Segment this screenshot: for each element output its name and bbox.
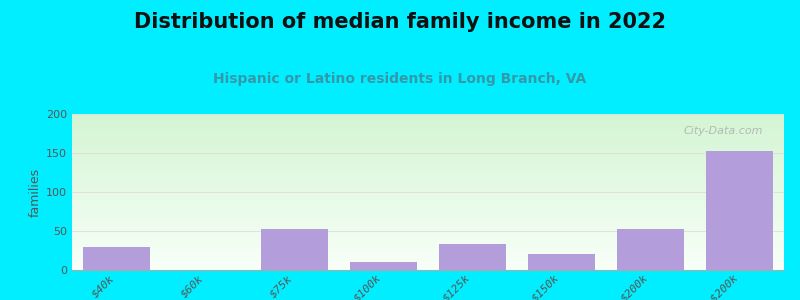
- Text: Hispanic or Latino residents in Long Branch, VA: Hispanic or Latino residents in Long Bra…: [214, 72, 586, 86]
- Bar: [617, 229, 684, 270]
- Bar: [261, 229, 328, 270]
- Bar: [83, 247, 150, 270]
- Bar: [528, 254, 595, 270]
- Bar: [706, 152, 773, 270]
- Text: Distribution of median family income in 2022: Distribution of median family income in …: [134, 12, 666, 32]
- Bar: [439, 244, 506, 270]
- Text: City-Data.com: City-Data.com: [683, 127, 762, 136]
- Bar: [350, 262, 417, 270]
- Y-axis label: families: families: [29, 167, 42, 217]
